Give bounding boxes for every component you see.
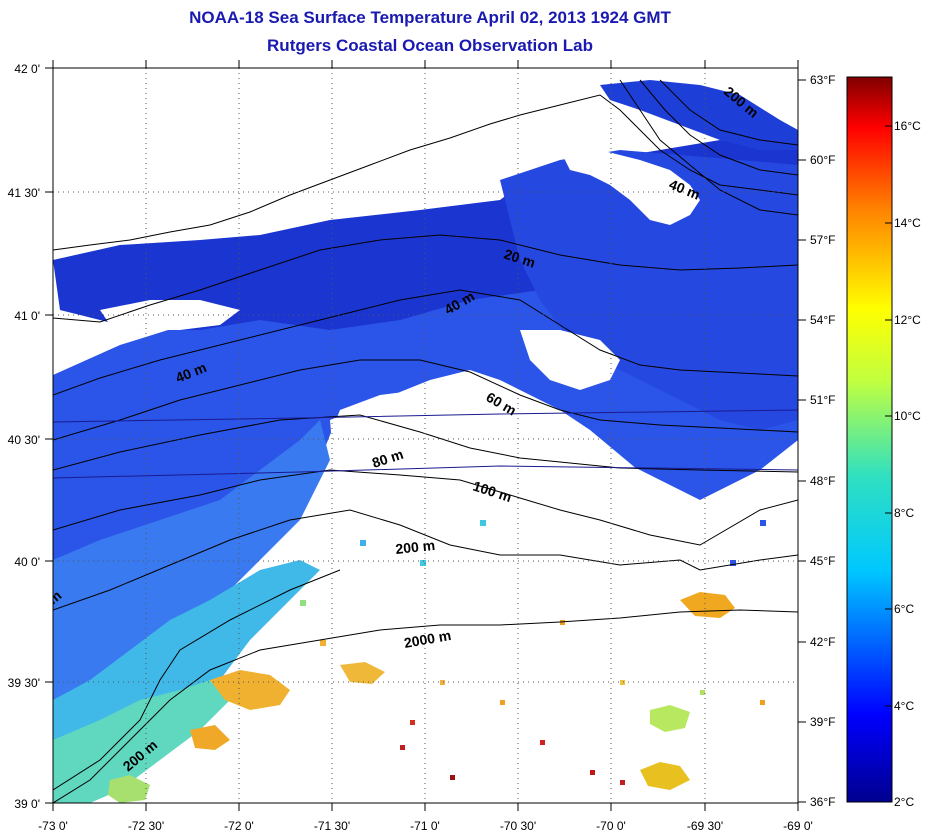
cape-cod-inlet: [560, 150, 700, 225]
contour-60m: [53, 359, 798, 441]
swath-edges: [53, 409, 798, 479]
lon-tick-label: -72 30': [128, 819, 164, 833]
green-patch: [650, 705, 690, 732]
longitude-labels: -73 0' -72 30' -72 0' -71 30' -71 0' -70…: [38, 819, 813, 833]
warm-patch-4: [340, 662, 385, 684]
coastline: [53, 94, 798, 251]
contour-2000m: [53, 609, 798, 803]
axis-ticks: [45, 60, 806, 811]
contour-80m: [53, 414, 798, 473]
contour-200m: [53, 509, 798, 611]
lon-tick-label: -70 0': [596, 819, 626, 833]
cloud-gap-east: [520, 330, 620, 390]
lat-tick-label: 42 0': [14, 62, 40, 76]
lon-tick-label: -69 30': [687, 819, 723, 833]
f-tick-label: 36°F: [810, 795, 835, 809]
swath-line-2: [53, 465, 798, 479]
f-tick-label: 60°F: [810, 153, 835, 167]
lon-tick-label: -73 0': [38, 819, 68, 833]
c-tick-label: 4°C: [894, 699, 914, 713]
colorbar-ticks: [885, 125, 892, 707]
contour-ne: [619, 79, 798, 216]
lon-tick-label: -72 0': [224, 819, 254, 833]
f-tick-label: 45°F: [810, 554, 835, 568]
f-tick-label: 57°F: [810, 233, 835, 247]
lon-tick-label: -70 30': [500, 819, 536, 833]
c-tick-label: 16°C: [894, 119, 921, 133]
f-tick-label: 39°F: [810, 715, 835, 729]
f-tick-label: 48°F: [810, 474, 835, 488]
c-tick-label: 8°C: [894, 506, 914, 520]
fahrenheit-labels: 63°F 60°F 57°F 54°F 51°F 48°F 45°F 42°F …: [810, 73, 835, 809]
c-tick-label: 12°C: [894, 313, 921, 327]
warm-patch-3: [190, 725, 230, 750]
f-tick-label: 51°F: [810, 393, 835, 407]
swath-line-1: [53, 409, 798, 423]
graticule: [53, 68, 798, 803]
lon-tick-label: -69 0': [783, 819, 813, 833]
latitude-labels: 42 0' 41 30' 41 0' 40 30' 40 0' 39 30' 3…: [8, 62, 40, 811]
cloud-gap-central: [200, 370, 798, 803]
lat-tick-label: 41 30': [8, 186, 40, 200]
contour-ne-2: [639, 79, 798, 176]
bathymetry-contours: [53, 79, 798, 803]
lat-tick-label: 39 30': [8, 676, 40, 690]
green-patch-2: [108, 775, 150, 803]
f-tick-label: 54°F: [810, 313, 835, 327]
warm-patch-west: [210, 670, 290, 710]
celsius-labels: 16°C 14°C 12°C 10°C 8°C 6°C 4°C 2°C: [894, 119, 921, 809]
f-tick-label: 63°F: [810, 73, 835, 87]
contour-100m: [53, 469, 798, 546]
contour-label: m: [45, 587, 65, 607]
lat-tick-label: 39 0': [14, 797, 40, 811]
color-bar: [846, 76, 893, 803]
c-tick-label: 2°C: [894, 795, 914, 809]
warm-patch-south: [640, 762, 690, 790]
map-title: NOAA-18 Sea Surface Temperature April 02…: [189, 8, 671, 27]
contour-deep: [53, 569, 341, 791]
map-subtitle: Rutgers Coastal Ocean Observation Lab: [267, 36, 593, 55]
contour-label: 200 m: [395, 537, 436, 557]
lat-tick-label: 40 0': [14, 555, 40, 569]
contour-ne-3: [659, 79, 798, 146]
lon-tick-label: -71 30': [314, 819, 350, 833]
contour-20m: [53, 234, 798, 323]
ne-cold-region: [500, 150, 798, 430]
contour-40m: [53, 289, 798, 396]
c-tick-label: 14°C: [894, 216, 921, 230]
c-tick-label: 6°C: [894, 602, 914, 616]
cloud-gap-west: [100, 300, 240, 330]
sst-speckles: [300, 520, 766, 785]
f-tick-label: 42°F: [810, 635, 835, 649]
ne-cold-cap: [600, 80, 798, 150]
c-tick-label: 10°C: [894, 409, 921, 423]
lat-tick-label: 40 30': [8, 433, 40, 447]
sst-field: [53, 68, 798, 803]
lat-tick-label: 41 0': [14, 309, 40, 323]
lon-tick-label: -71 0': [410, 819, 440, 833]
